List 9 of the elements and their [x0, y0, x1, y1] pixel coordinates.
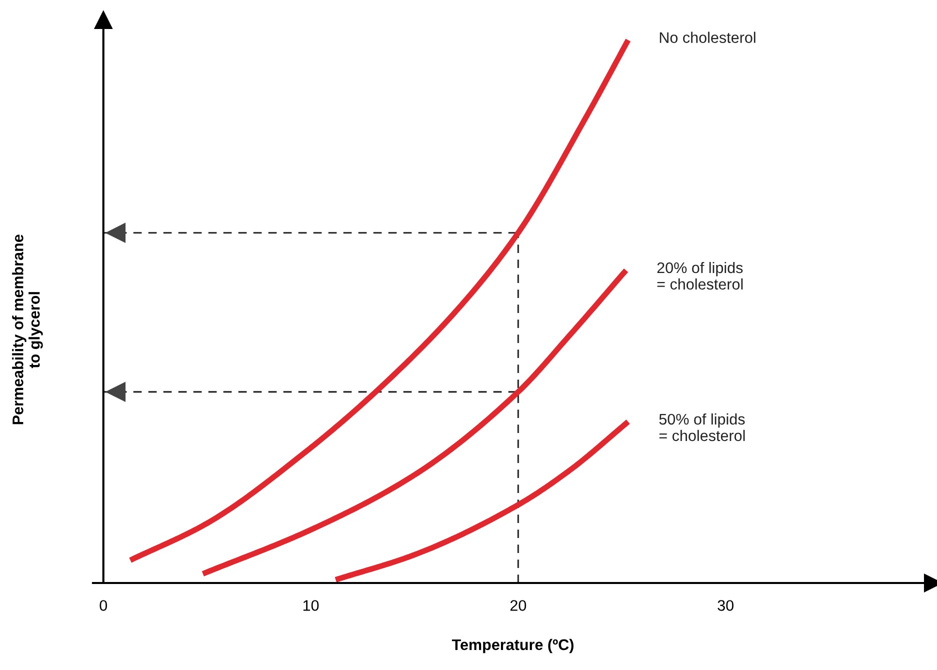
text: 20% of lipids = cholesterol [657, 262, 743, 290]
text: No cholesterol [660, 32, 756, 43]
x-tick-label: 0 [100, 600, 108, 611]
x-axis-title: Temperature (ºC) [452, 638, 574, 654]
y-axis-title: Permeability of membrane to glycerol [12, 234, 43, 424]
x-tick-label: 30 [718, 600, 734, 611]
x-tick-label: 20 [510, 600, 526, 611]
x-tick-label: 10 [303, 600, 319, 611]
text: 50% of lipids = cholesterol [659, 413, 745, 442]
